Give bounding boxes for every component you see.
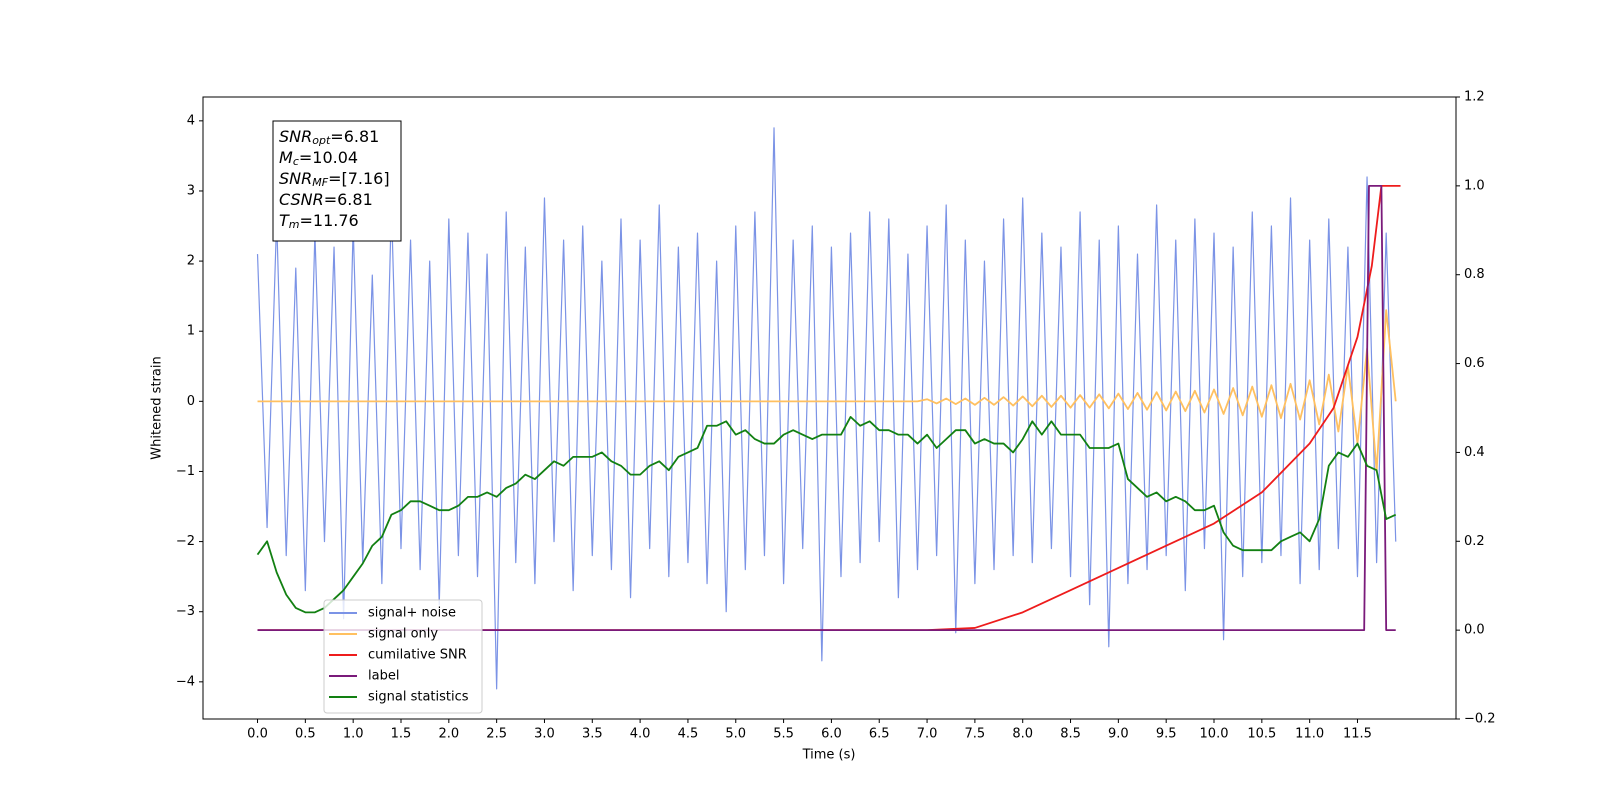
y-tick-label: −3 xyxy=(176,604,195,619)
x-tick-label: 10.0 xyxy=(1200,727,1229,742)
annotation-var: T xyxy=(279,211,290,230)
x-tick-label: 2.5 xyxy=(486,727,507,742)
annotation-var: SNR xyxy=(279,127,312,146)
x-tick-label: 11.0 xyxy=(1295,727,1324,742)
legend-frame xyxy=(323,599,483,714)
series-line xyxy=(257,184,1396,632)
legend-label: label xyxy=(368,669,399,684)
annotation-value: =10.04 xyxy=(299,148,358,167)
series-line xyxy=(256,127,1397,690)
annotation: Tm=11.76 xyxy=(279,211,359,232)
y2-tick-label: 0.0 xyxy=(1464,623,1485,638)
axes-frame xyxy=(202,96,1457,720)
x-tick-label: 9.0 xyxy=(1108,727,1129,742)
annotation-var: CSNR xyxy=(279,190,324,209)
y2-tick-label: 1.0 xyxy=(1464,178,1485,193)
y-tick-label: 0 xyxy=(187,394,195,409)
x-tick-label: 1.0 xyxy=(343,727,364,742)
y-tick-label: −2 xyxy=(176,534,195,549)
annotation: CSNR=6.81 xyxy=(279,190,373,209)
y2-tick-label: 0.4 xyxy=(1464,445,1485,460)
legend-label: signal only xyxy=(368,627,438,642)
annotation: SNRopt=6.81 xyxy=(279,127,379,148)
x-tick-label: 4.5 xyxy=(678,727,699,742)
y2-tick-label: 0.6 xyxy=(1464,356,1485,371)
legend-label: signal statistics xyxy=(368,690,469,705)
annotation-sub: opt xyxy=(312,134,331,147)
x-tick-label: 8.5 xyxy=(1060,727,1081,742)
plot-area xyxy=(256,127,1401,690)
x-tick-label: 8.0 xyxy=(1012,727,1033,742)
y-tick-label: 4 xyxy=(187,113,195,128)
x-axis-label: Time (s) xyxy=(802,748,856,763)
x-tick-label: 0.5 xyxy=(295,727,316,742)
x-tick-label: 7.5 xyxy=(965,727,986,742)
x-tick-label: 0.0 xyxy=(247,727,268,742)
series-line xyxy=(257,309,1397,473)
x-tick-label: 4.0 xyxy=(630,727,651,742)
annotation-sub: m xyxy=(289,218,300,231)
annotation-sub: MF xyxy=(312,176,328,189)
annotation-value: =6.81 xyxy=(324,190,373,209)
series-line xyxy=(256,415,1397,614)
x-tick-label: 9.5 xyxy=(1156,727,1177,742)
y2-tick-label: 0.2 xyxy=(1464,534,1485,549)
annotation-var: SNR xyxy=(279,169,312,188)
x-tick-label: 3.5 xyxy=(582,727,603,742)
annotation-value: =11.76 xyxy=(300,211,359,230)
x-tick-label: 10.5 xyxy=(1247,727,1276,742)
y2-tick-label: −0.2 xyxy=(1464,712,1496,727)
annotation-sub: c xyxy=(293,155,299,168)
x-tick-label: 6.0 xyxy=(821,727,842,742)
x-tick-label: 2.0 xyxy=(438,727,459,742)
x-tick-label: 11.5 xyxy=(1343,727,1372,742)
x-tick-label: 5.5 xyxy=(773,727,794,742)
annotation-value: =[7.16] xyxy=(328,169,390,188)
annotation-value: =6.81 xyxy=(330,127,379,146)
annotation-box: SNRopt=6.81Mc=10.04SNRMF=[7.16]CSNR=6.81… xyxy=(272,120,402,242)
y-axis-label: Whitened strain xyxy=(150,356,165,459)
annotation-var: M xyxy=(279,148,293,167)
x-tick-label: 6.5 xyxy=(869,727,890,742)
legend-label: cumilative SNR xyxy=(368,648,467,663)
y2-tick-label: 0.8 xyxy=(1464,267,1485,282)
annotation: Mc=10.04 xyxy=(279,148,358,169)
x-tick-label: 7.0 xyxy=(917,727,938,742)
x-tick-label: 3.0 xyxy=(534,727,555,742)
y-tick-label: 1 xyxy=(187,324,195,339)
annotation: SNRMF=[7.16] xyxy=(279,169,390,190)
y-tick-label: −1 xyxy=(176,464,195,479)
x-tick-label: 5.0 xyxy=(725,727,746,742)
x-tick-label: 1.5 xyxy=(391,727,412,742)
y-tick-label: −4 xyxy=(176,674,195,689)
legend-label: signal+ noise xyxy=(368,606,456,621)
y-tick-label: 3 xyxy=(187,183,195,198)
legend: signal+ noise signal only cumilative SNR la… xyxy=(323,599,483,714)
y2-tick-label: 1.2 xyxy=(1464,90,1485,105)
y-tick-label: 2 xyxy=(187,254,195,269)
annotation-frame xyxy=(272,120,402,242)
